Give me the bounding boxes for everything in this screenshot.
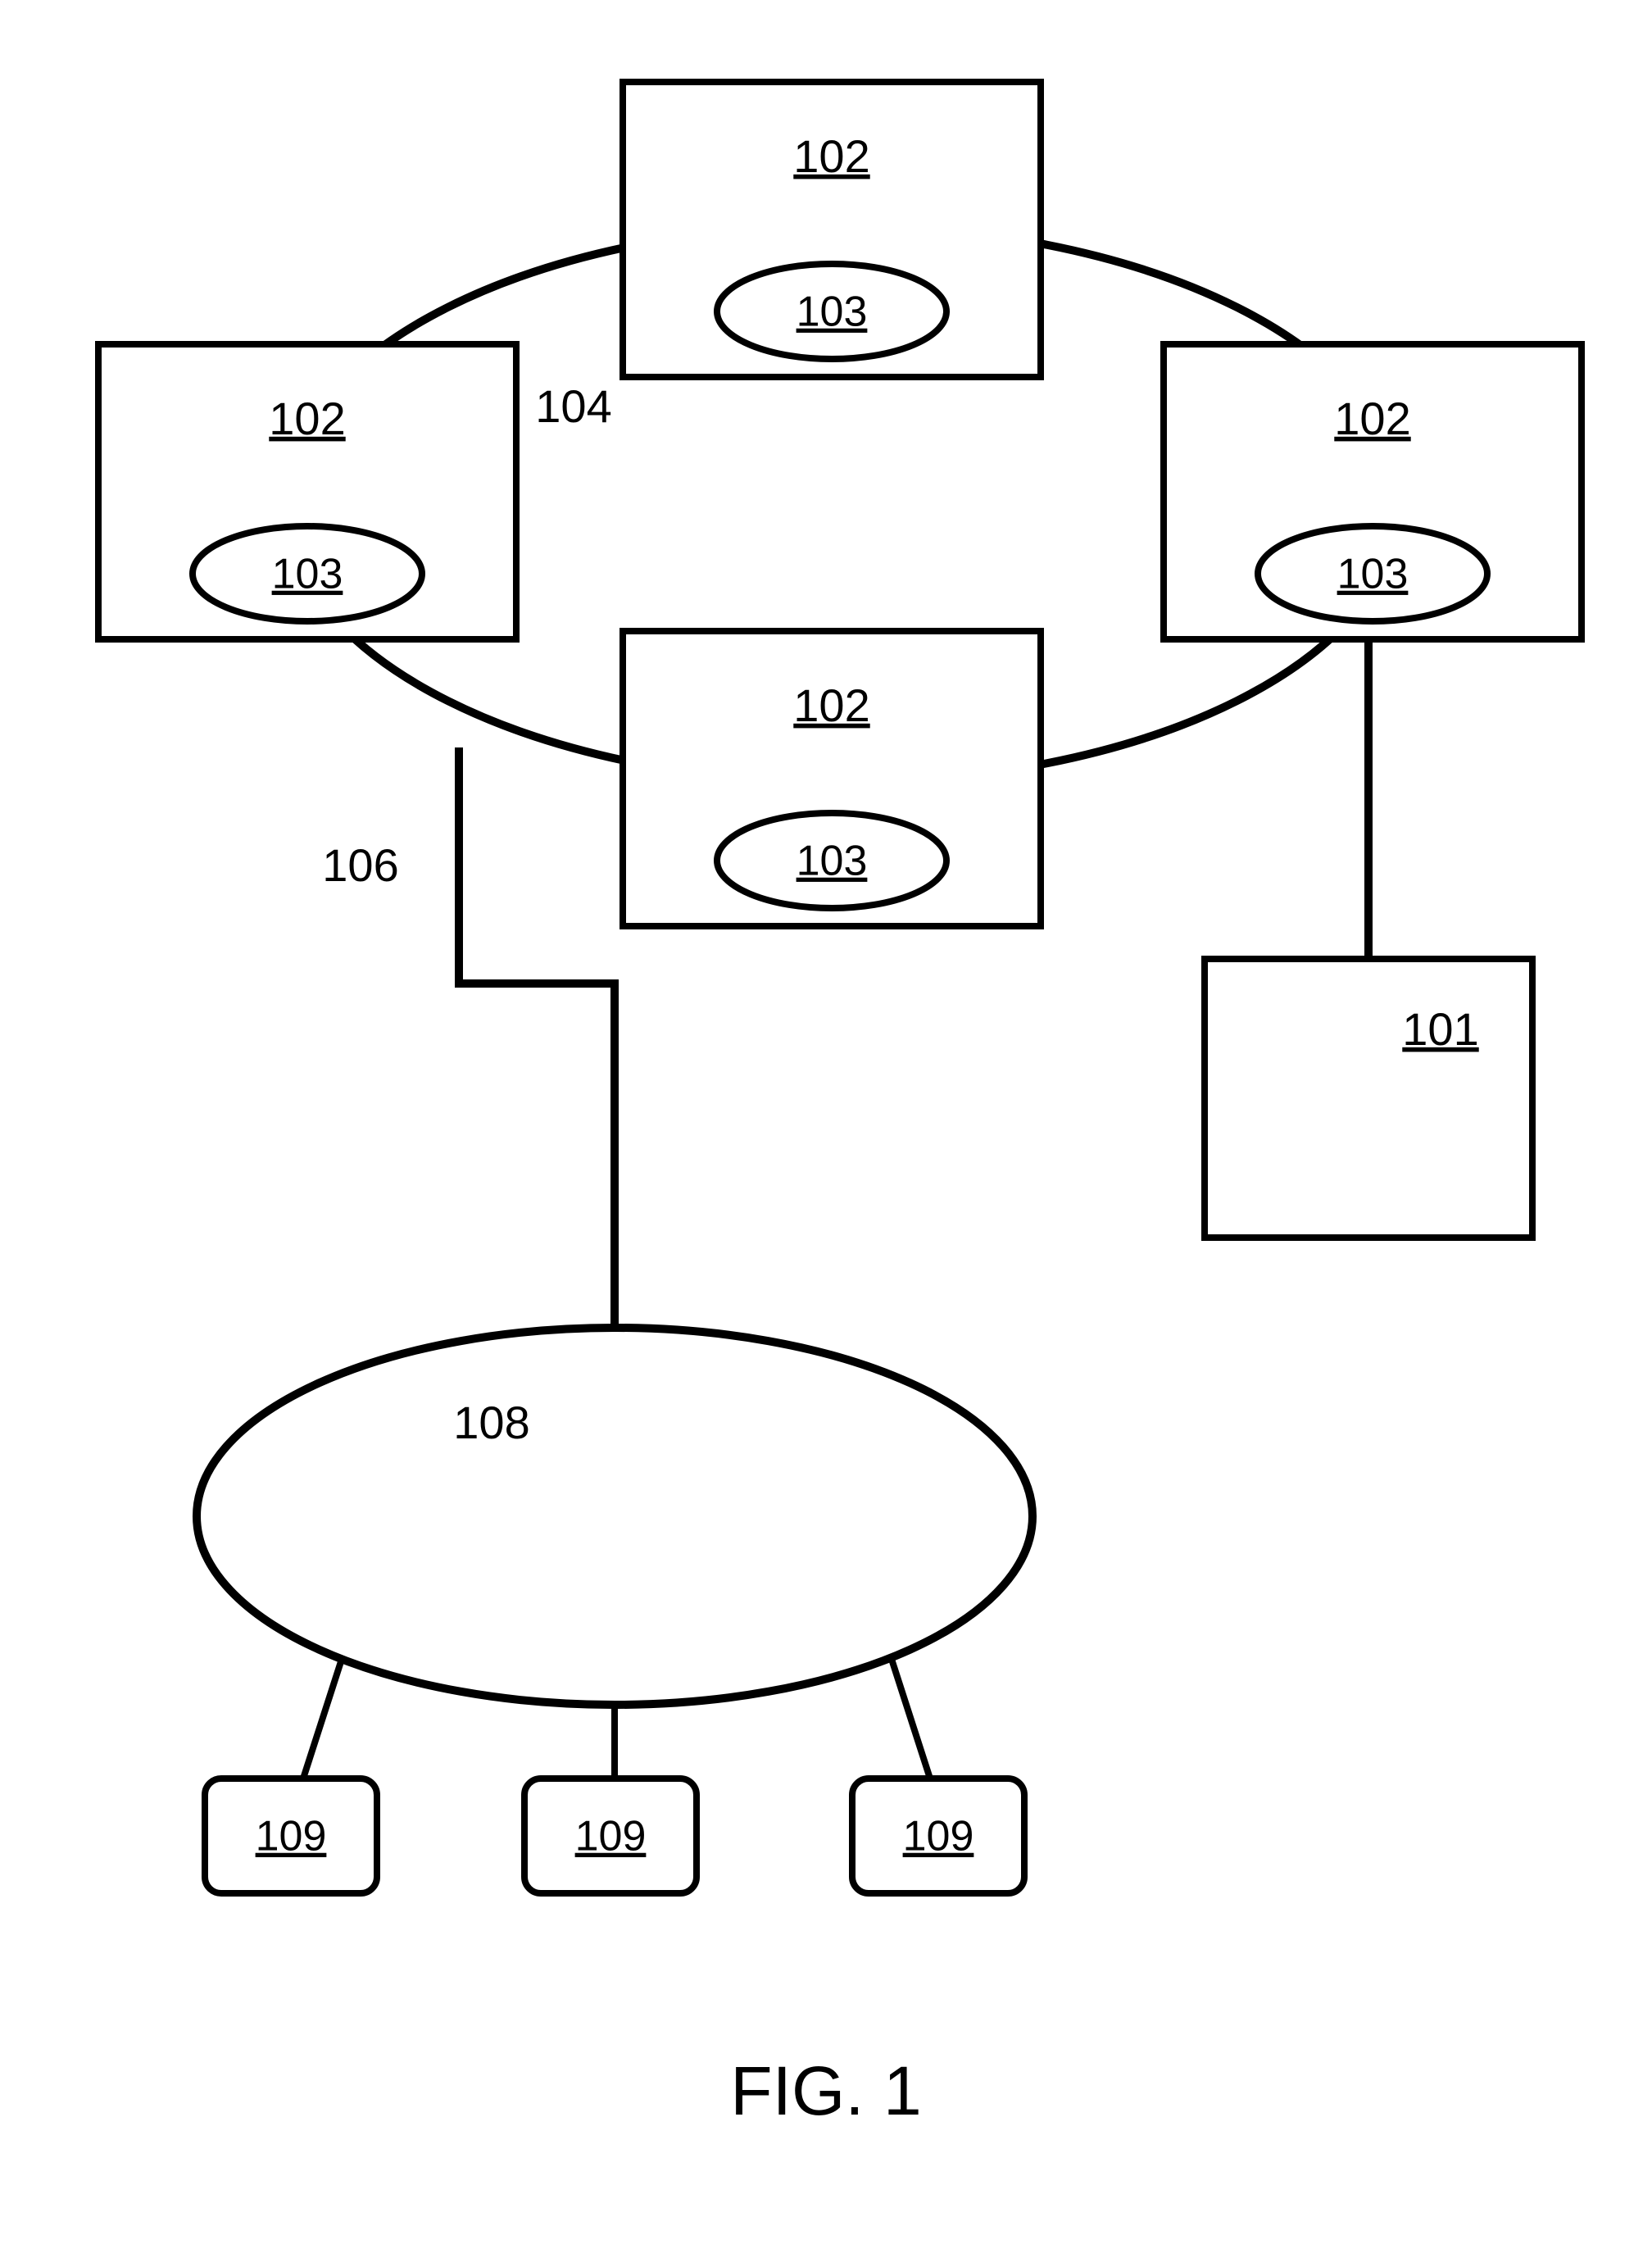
label-103: 103 bbox=[1337, 551, 1409, 598]
connector-106 bbox=[459, 747, 615, 1328]
label-102: 102 bbox=[269, 393, 345, 444]
label-104: 104 bbox=[535, 380, 611, 432]
label-106: 106 bbox=[322, 839, 398, 891]
figure-caption: FIG. 1 bbox=[730, 2052, 921, 2129]
connector-to-109-0 bbox=[303, 1651, 344, 1779]
label-102: 102 bbox=[793, 679, 869, 731]
node-101-box bbox=[1205, 959, 1532, 1238]
label-108: 108 bbox=[453, 1397, 529, 1448]
connector-to-109-2 bbox=[889, 1651, 930, 1779]
label-103: 103 bbox=[796, 288, 868, 336]
label-103: 103 bbox=[272, 551, 343, 598]
label-109: 109 bbox=[256, 1813, 327, 1860]
figure-1-diagram: 102 103 102 103 102 103 102 103 101 109 109 109 104 1… bbox=[0, 0, 1652, 2258]
network-ellipse-108 bbox=[197, 1328, 1032, 1705]
label-101: 101 bbox=[1402, 1003, 1478, 1055]
label-109: 109 bbox=[903, 1813, 974, 1860]
label-102: 102 bbox=[793, 130, 869, 182]
label-102: 102 bbox=[1334, 393, 1410, 444]
label-103: 103 bbox=[796, 838, 868, 885]
label-109: 109 bbox=[575, 1813, 647, 1860]
